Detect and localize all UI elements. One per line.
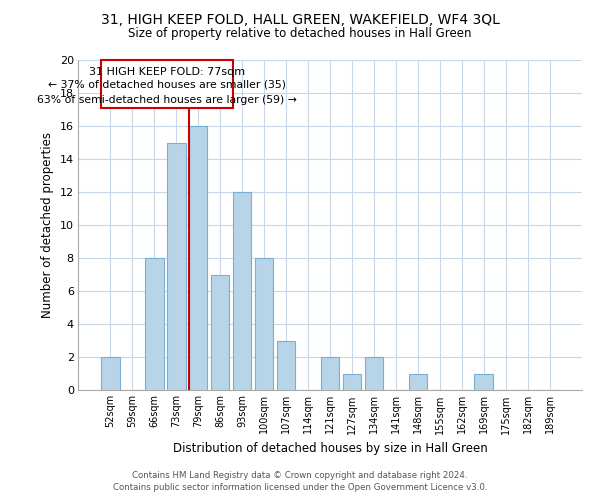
Bar — [145, 258, 164, 390]
Text: 31, HIGH KEEP FOLD, HALL GREEN, WAKEFIELD, WF4 3QL: 31, HIGH KEEP FOLD, HALL GREEN, WAKEFIEL… — [101, 12, 499, 26]
Bar — [320, 357, 340, 390]
Bar — [365, 357, 383, 390]
Y-axis label: Number of detached properties: Number of detached properties — [41, 132, 54, 318]
Text: ← 37% of detached houses are smaller (35): ← 37% of detached houses are smaller (35… — [49, 80, 286, 90]
Bar — [255, 258, 274, 390]
Bar — [233, 192, 251, 390]
Text: Size of property relative to detached houses in Hall Green: Size of property relative to detached ho… — [128, 28, 472, 40]
Text: Contains HM Land Registry data © Crown copyright and database right 2024.
Contai: Contains HM Land Registry data © Crown c… — [113, 471, 487, 492]
Bar — [189, 126, 208, 390]
Bar — [475, 374, 493, 390]
FancyBboxPatch shape — [101, 60, 233, 108]
Bar — [409, 374, 427, 390]
Bar — [343, 374, 361, 390]
Text: 63% of semi-detached houses are larger (59) →: 63% of semi-detached houses are larger (… — [37, 94, 298, 104]
Bar — [277, 340, 295, 390]
X-axis label: Distribution of detached houses by size in Hall Green: Distribution of detached houses by size … — [173, 442, 487, 455]
Bar — [211, 274, 229, 390]
Bar — [101, 357, 119, 390]
Text: 31 HIGH KEEP FOLD: 77sqm: 31 HIGH KEEP FOLD: 77sqm — [89, 66, 245, 76]
Bar — [167, 142, 185, 390]
